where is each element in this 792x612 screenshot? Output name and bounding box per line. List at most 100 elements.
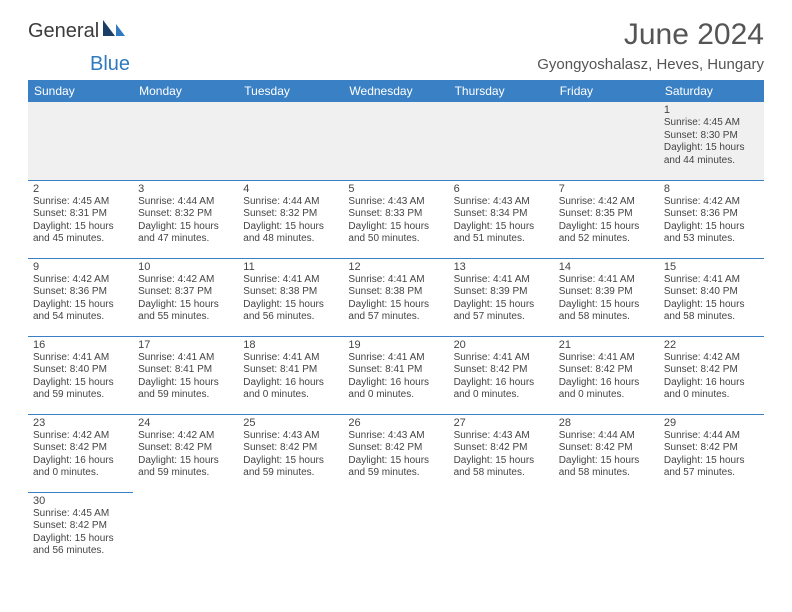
col-wednesday: Wednesday — [343, 80, 448, 102]
day-number: 22 — [664, 339, 759, 351]
day-info: Sunrise: 4:42 AMSunset: 8:36 PMDaylight:… — [33, 274, 128, 324]
day-info: Sunrise: 4:41 AMSunset: 8:38 PMDaylight:… — [243, 274, 338, 324]
day-info: Sunrise: 4:43 AMSunset: 8:33 PMDaylight:… — [348, 196, 443, 246]
brand-text-1: General — [28, 20, 99, 43]
day-number: 1 — [664, 104, 759, 116]
day-cell: 12Sunrise: 4:41 AMSunset: 8:38 PMDayligh… — [343, 258, 448, 336]
day-cell: 1Sunrise: 4:45 AMSunset: 8:30 PMDaylight… — [659, 102, 764, 180]
col-thursday: Thursday — [449, 80, 554, 102]
day-info: Sunrise: 4:44 AMSunset: 8:42 PMDaylight:… — [664, 430, 759, 480]
day-number: 29 — [664, 417, 759, 429]
day-info: Sunrise: 4:43 AMSunset: 8:42 PMDaylight:… — [243, 430, 338, 480]
day-number: 18 — [243, 339, 338, 351]
day-number: 12 — [348, 261, 443, 273]
sail-icon — [101, 18, 127, 44]
brand-logo: General — [28, 18, 129, 44]
day-number: 28 — [559, 417, 654, 429]
week-row: 9Sunrise: 4:42 AMSunset: 8:36 PMDaylight… — [28, 258, 764, 336]
empty-cell — [133, 492, 238, 570]
day-cell: 26Sunrise: 4:43 AMSunset: 8:42 PMDayligh… — [343, 414, 448, 492]
day-info: Sunrise: 4:41 AMSunset: 8:41 PMDaylight:… — [243, 352, 338, 402]
day-info: Sunrise: 4:41 AMSunset: 8:39 PMDaylight:… — [454, 274, 549, 324]
month-title: June 2024 — [537, 18, 764, 52]
day-cell: 17Sunrise: 4:41 AMSunset: 8:41 PMDayligh… — [133, 336, 238, 414]
day-cell: 15Sunrise: 4:41 AMSunset: 8:40 PMDayligh… — [659, 258, 764, 336]
day-number: 20 — [454, 339, 549, 351]
day-info: Sunrise: 4:42 AMSunset: 8:42 PMDaylight:… — [664, 352, 759, 402]
calendar-table: Sunday Monday Tuesday Wednesday Thursday… — [28, 80, 764, 570]
day-cell: 23Sunrise: 4:42 AMSunset: 8:42 PMDayligh… — [28, 414, 133, 492]
day-number: 16 — [33, 339, 128, 351]
day-cell: 7Sunrise: 4:42 AMSunset: 8:35 PMDaylight… — [554, 180, 659, 258]
day-number: 21 — [559, 339, 654, 351]
empty-cell — [449, 102, 554, 180]
day-number: 2 — [33, 183, 128, 195]
day-info: Sunrise: 4:42 AMSunset: 8:37 PMDaylight:… — [138, 274, 233, 324]
day-info: Sunrise: 4:43 AMSunset: 8:42 PMDaylight:… — [348, 430, 443, 480]
day-info: Sunrise: 4:41 AMSunset: 8:41 PMDaylight:… — [348, 352, 443, 402]
day-info: Sunrise: 4:41 AMSunset: 8:40 PMDaylight:… — [664, 274, 759, 324]
day-info: Sunrise: 4:42 AMSunset: 8:35 PMDaylight:… — [559, 196, 654, 246]
day-info: Sunrise: 4:41 AMSunset: 8:41 PMDaylight:… — [138, 352, 233, 402]
day-cell: 10Sunrise: 4:42 AMSunset: 8:37 PMDayligh… — [133, 258, 238, 336]
day-cell: 13Sunrise: 4:41 AMSunset: 8:39 PMDayligh… — [449, 258, 554, 336]
empty-cell — [238, 102, 343, 180]
day-info: Sunrise: 4:41 AMSunset: 8:40 PMDaylight:… — [33, 352, 128, 402]
day-number: 13 — [454, 261, 549, 273]
empty-cell — [28, 102, 133, 180]
day-number: 4 — [243, 183, 338, 195]
day-cell: 22Sunrise: 4:42 AMSunset: 8:42 PMDayligh… — [659, 336, 764, 414]
day-cell: 5Sunrise: 4:43 AMSunset: 8:33 PMDaylight… — [343, 180, 448, 258]
day-info: Sunrise: 4:44 AMSunset: 8:42 PMDaylight:… — [559, 430, 654, 480]
week-row: 2Sunrise: 4:45 AMSunset: 8:31 PMDaylight… — [28, 180, 764, 258]
day-info: Sunrise: 4:41 AMSunset: 8:42 PMDaylight:… — [559, 352, 654, 402]
location-text: Gyongyoshalasz, Heves, Hungary — [537, 56, 764, 73]
calendar-body: 1Sunrise: 4:45 AMSunset: 8:30 PMDaylight… — [28, 102, 764, 570]
day-info: Sunrise: 4:41 AMSunset: 8:38 PMDaylight:… — [348, 274, 443, 324]
day-cell: 11Sunrise: 4:41 AMSunset: 8:38 PMDayligh… — [238, 258, 343, 336]
day-number: 30 — [33, 495, 128, 507]
day-number: 27 — [454, 417, 549, 429]
day-cell: 28Sunrise: 4:44 AMSunset: 8:42 PMDayligh… — [554, 414, 659, 492]
day-info: Sunrise: 4:41 AMSunset: 8:39 PMDaylight:… — [559, 274, 654, 324]
day-number: 24 — [138, 417, 233, 429]
empty-cell — [659, 492, 764, 570]
day-info: Sunrise: 4:44 AMSunset: 8:32 PMDaylight:… — [243, 196, 338, 246]
empty-cell — [343, 492, 448, 570]
day-number: 19 — [348, 339, 443, 351]
day-cell: 30Sunrise: 4:45 AMSunset: 8:42 PMDayligh… — [28, 492, 133, 570]
day-number: 5 — [348, 183, 443, 195]
day-cell: 19Sunrise: 4:41 AMSunset: 8:41 PMDayligh… — [343, 336, 448, 414]
day-info: Sunrise: 4:44 AMSunset: 8:32 PMDaylight:… — [138, 196, 233, 246]
day-cell: 6Sunrise: 4:43 AMSunset: 8:34 PMDaylight… — [449, 180, 554, 258]
day-cell: 14Sunrise: 4:41 AMSunset: 8:39 PMDayligh… — [554, 258, 659, 336]
day-cell: 18Sunrise: 4:41 AMSunset: 8:41 PMDayligh… — [238, 336, 343, 414]
empty-cell — [343, 102, 448, 180]
week-row: 16Sunrise: 4:41 AMSunset: 8:40 PMDayligh… — [28, 336, 764, 414]
day-info: Sunrise: 4:45 AMSunset: 8:30 PMDaylight:… — [664, 117, 759, 167]
day-number: 7 — [559, 183, 654, 195]
empty-cell — [238, 492, 343, 570]
day-cell: 4Sunrise: 4:44 AMSunset: 8:32 PMDaylight… — [238, 180, 343, 258]
day-number: 8 — [664, 183, 759, 195]
weekday-header-row: Sunday Monday Tuesday Wednesday Thursday… — [28, 80, 764, 102]
col-saturday: Saturday — [659, 80, 764, 102]
day-number: 3 — [138, 183, 233, 195]
empty-cell — [554, 492, 659, 570]
day-number: 17 — [138, 339, 233, 351]
day-info: Sunrise: 4:45 AMSunset: 8:42 PMDaylight:… — [33, 508, 128, 558]
day-number: 23 — [33, 417, 128, 429]
empty-cell — [133, 102, 238, 180]
day-info: Sunrise: 4:43 AMSunset: 8:34 PMDaylight:… — [454, 196, 549, 246]
day-info: Sunrise: 4:43 AMSunset: 8:42 PMDaylight:… — [454, 430, 549, 480]
day-info: Sunrise: 4:45 AMSunset: 8:31 PMDaylight:… — [33, 196, 128, 246]
day-info: Sunrise: 4:42 AMSunset: 8:36 PMDaylight:… — [664, 196, 759, 246]
day-info: Sunrise: 4:42 AMSunset: 8:42 PMDaylight:… — [33, 430, 128, 480]
day-info: Sunrise: 4:41 AMSunset: 8:42 PMDaylight:… — [454, 352, 549, 402]
day-cell: 3Sunrise: 4:44 AMSunset: 8:32 PMDaylight… — [133, 180, 238, 258]
empty-cell — [554, 102, 659, 180]
day-info: Sunrise: 4:42 AMSunset: 8:42 PMDaylight:… — [138, 430, 233, 480]
day-number: 26 — [348, 417, 443, 429]
col-sunday: Sunday — [28, 80, 133, 102]
day-cell: 9Sunrise: 4:42 AMSunset: 8:36 PMDaylight… — [28, 258, 133, 336]
